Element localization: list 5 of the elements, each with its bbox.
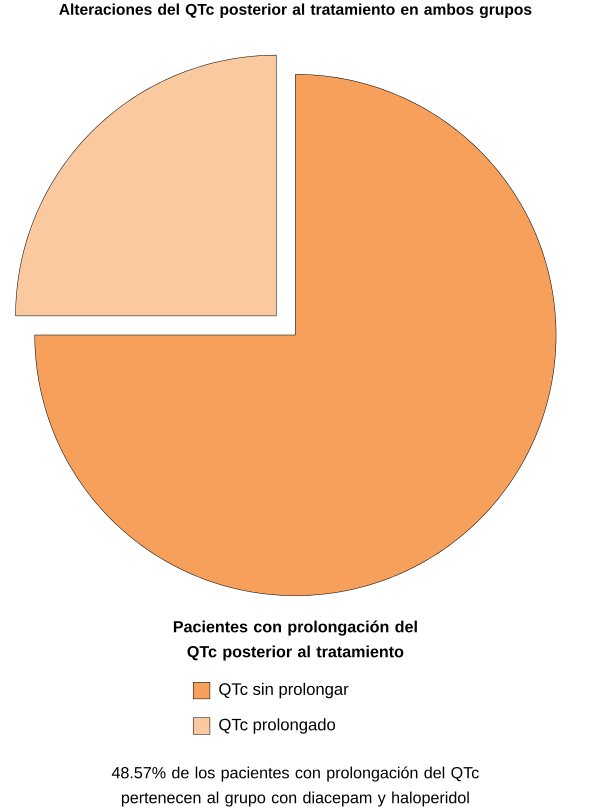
legend-label: QTc sin prolongar	[219, 682, 348, 698]
legend-title: Pacientes con prolongación del QTc posterior al tratamiento	[174, 620, 417, 661]
text: 48.57% de los pacientes con prolongación del QTc pertenecen al grupo con diacepam y haloperidol	[112, 766, 479, 807]
chart-title: Alteraciones del QTc posterior al tratamiento en ambos grupos	[59, 3, 532, 18]
legend-label: QTc prolongado	[219, 718, 336, 734]
